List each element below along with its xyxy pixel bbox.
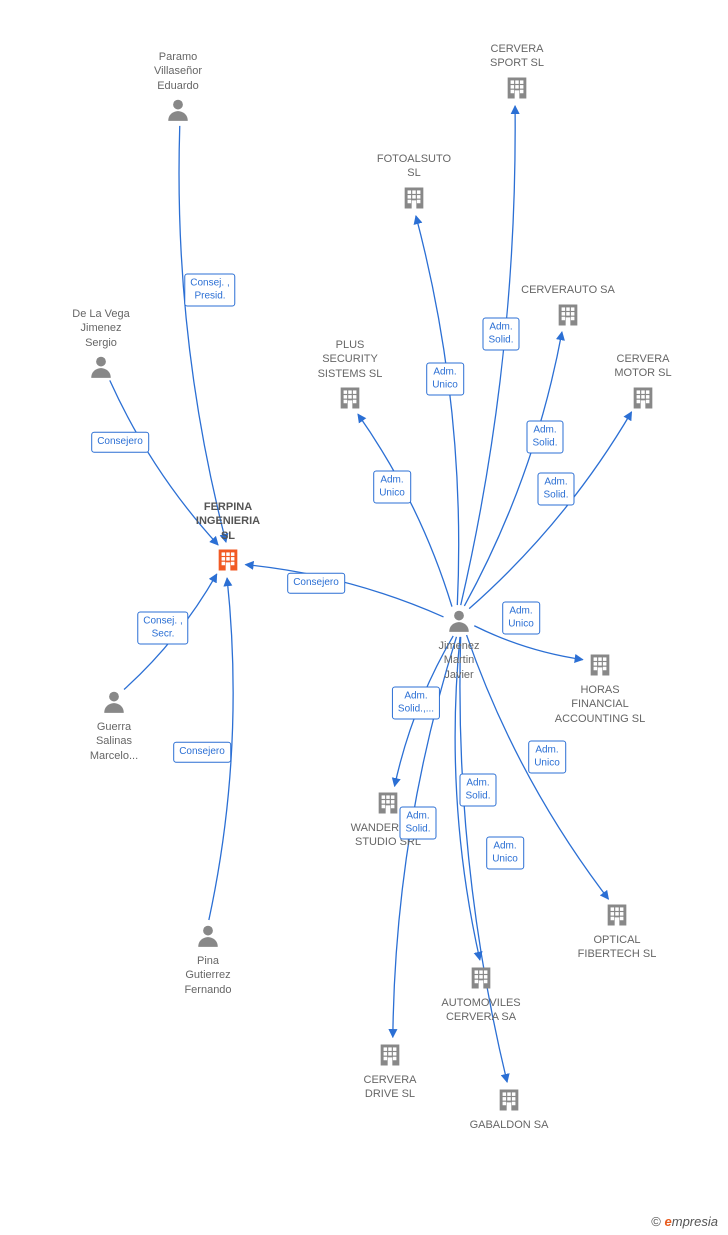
node-label-delavega: De La Vega Jimenez Sergio [61, 307, 141, 350]
node-label-guerra: Guerra Salinas Marcelo... [79, 720, 149, 763]
edge-jimenez-fotoalsuto [416, 216, 459, 605]
node-label-plus: PLUS SECURITY SISTEMS SL [305, 338, 395, 381]
person-icon-delavega[interactable] [88, 354, 114, 380]
edge-label-jimenez-optical: Adm. Unico [528, 741, 566, 774]
copyright-symbol: © [651, 1214, 661, 1229]
building-icon-cerverauto[interactable] [554, 301, 582, 329]
edge-label-jimenez-automoviles: Adm. Solid. [459, 774, 496, 807]
node-label-cerveradrive: CERVERA DRIVE SL [350, 1073, 430, 1102]
copyright: © empresia [651, 1214, 718, 1229]
building-icon-cerverasport[interactable] [503, 74, 531, 102]
edge-label-jimenez-gabaldon: Adm. Unico [486, 837, 524, 870]
node-label-cerverauto: CERVERAUTO SA [508, 283, 628, 297]
edge-paramo-ferpina [179, 126, 226, 542]
building-icon-horas[interactable] [586, 651, 614, 679]
node-label-automoviles: AUTOMOVILES CERVERA SA [431, 996, 531, 1025]
node-label-optical: OPTICAL FIBERTECH SL [567, 933, 667, 962]
edge-label-jimenez-cerveradrive: Adm. Solid. [399, 807, 436, 840]
edge-label-pina-ferpina: Consejero [173, 742, 231, 763]
building-icon-automoviles[interactable] [467, 964, 495, 992]
edge-label-jimenez-horas: Adm. Unico [502, 602, 540, 635]
person-icon-jimenez[interactable] [446, 608, 472, 634]
building-icon-cerveradrive[interactable] [376, 1041, 404, 1069]
person-icon-paramo[interactable] [165, 97, 191, 123]
edge-jimenez-cerverasport [461, 106, 515, 605]
person-icon-guerra[interactable] [101, 689, 127, 715]
edge-jimenez-cerverauto [464, 332, 562, 606]
edge-label-jimenez-cerveramotor: Adm. Solid. [537, 473, 574, 506]
node-label-pina: Pina Gutierrez Fernando [168, 954, 248, 997]
edge-label-jimenez-cerverauto: Adm. Solid. [526, 421, 563, 454]
edges-layer [0, 0, 728, 1235]
copyright-rest: mpresia [672, 1214, 718, 1229]
node-label-cerverasport: CERVERA SPORT SL [477, 42, 557, 71]
edge-label-delavega-ferpina: Consejero [91, 432, 149, 453]
building-icon-wanderbird[interactable] [374, 789, 402, 817]
building-icon-fotoalsuto[interactable] [400, 184, 428, 212]
building-icon-ferpina[interactable] [214, 546, 242, 574]
edge-label-guerra-ferpina: Consej. , Secr. [137, 612, 188, 645]
building-icon-cerveramotor[interactable] [629, 384, 657, 412]
building-icon-optical[interactable] [603, 901, 631, 929]
node-label-ferpina: FERPINA INGENIERIA SL [183, 500, 273, 543]
copyright-e: e [665, 1214, 672, 1229]
person-icon-pina[interactable] [195, 923, 221, 949]
edge-label-jimenez-ferpina: Consejero [287, 573, 345, 594]
node-label-horas: HORAS FINANCIAL ACCOUNTING SL [545, 683, 655, 726]
building-icon-plus[interactable] [336, 384, 364, 412]
node-label-fotoalsuto: FOTOALSUTO SL [369, 152, 459, 181]
building-icon-gabaldon[interactable] [495, 1086, 523, 1114]
node-label-cerveramotor: CERVERA MOTOR SL [603, 352, 683, 381]
node-label-paramo: Paramo Villaseñor Eduardo [138, 50, 218, 93]
edge-label-jimenez-cerverasport: Adm. Solid. [482, 318, 519, 351]
edge-jimenez-plus [358, 414, 452, 606]
node-label-gabaldon: GABALDON SA [459, 1118, 559, 1132]
node-label-jimenez: Jimenez Martin Javier [424, 639, 494, 682]
edge-label-jimenez-wanderbird: Adm. Solid.,... [392, 687, 440, 720]
edge-label-paramo-ferpina: Consej. , Presid. [184, 274, 235, 307]
edge-label-jimenez-fotoalsuto: Adm. Unico [426, 363, 464, 396]
edge-label-jimenez-plus: Adm. Unico [373, 471, 411, 504]
